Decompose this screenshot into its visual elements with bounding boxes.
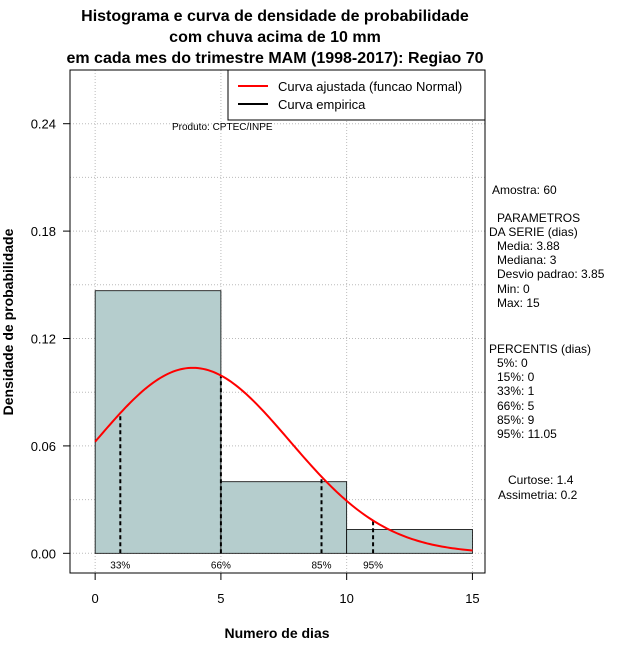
percentile-markers: 33% 66% 85% 95% — [110, 375, 383, 571]
param-item-4: Max: 15 — [497, 295, 540, 310]
x-axis-title: Numero de dias — [224, 625, 329, 641]
legend-label-empirical: Curva empirica — [278, 97, 366, 112]
histogram-bar-2 — [346, 529, 473, 554]
y-axis: 0.00 0.06 0.12 0.18 0.24 — [31, 117, 71, 561]
x-tick-label-2: 10 — [339, 591, 353, 606]
title-line-2: com chuva acima de 10 mm — [169, 29, 381, 46]
percentile-item-4: 85%: 9 — [497, 412, 535, 427]
histogram-bar-0 — [94, 290, 222, 554]
params-list: Media: 3.88 Mediana: 3 Desvio padrao: 3.85… — [497, 239, 604, 310]
param-item-3: Min: 0 — [497, 281, 530, 296]
y-tick-label-3: 0.18 — [31, 224, 56, 239]
legend-box — [227, 69, 486, 121]
percentile-item-2: 33%: 1 — [497, 384, 535, 399]
kurtosis: Curtose: 1.4 — [508, 473, 574, 487]
sample-size: Amostra: 60 — [492, 183, 557, 197]
percentile-label-3: 95% — [363, 560, 383, 571]
histogram-bars — [94, 290, 473, 554]
percentile-label-1: 66% — [211, 560, 231, 571]
y-tick-label-0: 0.00 — [31, 546, 56, 561]
title-line-1: Histograma e curva de densidade de proba… — [81, 8, 469, 25]
params-title-1: PARAMETROS — [497, 211, 581, 225]
param-item-2: Desvio padrao: 3.85 — [497, 267, 605, 282]
x-tick-label-3: 15 — [465, 591, 479, 606]
percentiles-title: PERCENTIS (dias) — [489, 342, 592, 356]
histogram-bar-1 — [220, 481, 348, 554]
y-tick-label-1: 0.06 — [31, 439, 56, 454]
percentile-item-3: 66%: 5 — [497, 398, 535, 413]
percentiles-list: 5%: 0 15%: 0 33%: 1 66%: 5 85%: 9 95%: 11.05 — [497, 356, 557, 441]
legend: Curva ajustada (funcao Normal) Curva emp… — [227, 69, 486, 121]
y-tick-label-4: 0.24 — [31, 117, 56, 132]
params-title-2: DA SERIE (dias) — [489, 225, 578, 239]
normal-curve — [94, 366, 473, 552]
title-line-3: em cada mes do trimestre MAM (1998-2017)… — [66, 50, 483, 67]
product-annotation: Produto: CPTEC/INPE — [172, 122, 273, 133]
param-item-1: Mediana: 3 — [497, 253, 557, 268]
chart-title: Histograma e curva de densidade de proba… — [66, 8, 483, 67]
percentile-label-2: 85% — [312, 560, 332, 571]
percentile-item-0: 5%: 0 — [497, 356, 528, 370]
x-axis: 0 5 10 15 — [92, 572, 480, 606]
y-axis-title: Densidade de probabilidade — [0, 228, 16, 415]
legend-label-normal: Curva ajustada (funcao Normal) — [278, 79, 462, 94]
x-tick-label-0: 0 — [92, 591, 99, 606]
percentile-label-0: 33% — [110, 560, 130, 571]
skewness: Assimetria: 0.2 — [498, 488, 578, 502]
percentile-item-5: 95%: 11.05 — [497, 427, 557, 442]
x-tick-label-1: 5 — [217, 591, 224, 606]
param-item-0: Media: 3.88 — [497, 239, 560, 253]
percentile-item-1: 15%: 0 — [497, 370, 535, 385]
y-tick-label-2: 0.12 — [31, 332, 56, 347]
